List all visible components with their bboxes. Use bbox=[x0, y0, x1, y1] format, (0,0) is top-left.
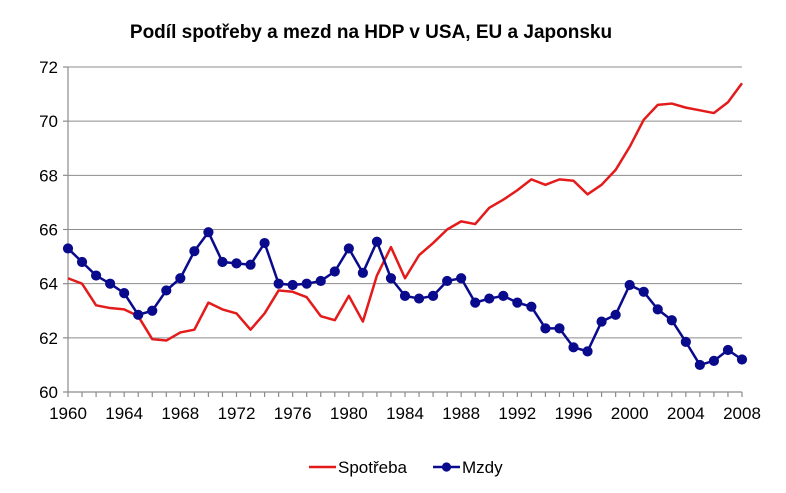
data-point bbox=[329, 266, 340, 277]
data-point bbox=[119, 288, 130, 299]
y-tick-label: 68 bbox=[39, 166, 58, 185]
data-point bbox=[427, 290, 439, 301]
data-point bbox=[568, 342, 579, 353]
data-point bbox=[301, 278, 312, 289]
x-tick-label: 1980 bbox=[330, 404, 368, 423]
data-point bbox=[287, 279, 298, 291]
data-point bbox=[442, 275, 453, 287]
y-tick-label: 64 bbox=[39, 275, 58, 294]
data-point bbox=[231, 258, 242, 269]
axes: 60 62 64 66 68 70 72 1960 1964 1968 1972 1976 1980 19… bbox=[39, 58, 761, 423]
data-point bbox=[512, 297, 523, 308]
x-tick-label: 1964 bbox=[105, 404, 143, 423]
data-point bbox=[722, 344, 734, 356]
data-point bbox=[259, 237, 270, 249]
x-tick-label: 1968 bbox=[161, 404, 199, 423]
series-layer bbox=[62, 82, 748, 371]
x-tick-label: 1972 bbox=[218, 404, 256, 423]
y-tick-label: 60 bbox=[39, 383, 58, 402]
x-tick-label: 1996 bbox=[555, 404, 593, 423]
data-point bbox=[610, 309, 621, 320]
gridlines bbox=[68, 66, 742, 339]
legend-item: Spotřeba bbox=[309, 458, 408, 477]
legend-item: Mzdy bbox=[433, 458, 503, 477]
data-point bbox=[357, 267, 368, 278]
legend-label: Spotřeba bbox=[338, 458, 408, 477]
data-point bbox=[399, 290, 411, 301]
series-line bbox=[67, 82, 744, 342]
x-tick-label: 1960 bbox=[49, 404, 87, 423]
data-point bbox=[175, 273, 186, 284]
series-mzdy bbox=[62, 227, 748, 371]
x-tick-label: 1988 bbox=[442, 404, 480, 423]
data-point bbox=[694, 359, 705, 371]
data-point bbox=[638, 286, 649, 297]
y-tick-label: 70 bbox=[39, 112, 58, 131]
series-spotreba bbox=[67, 82, 744, 342]
data-point bbox=[526, 301, 537, 312]
data-point bbox=[554, 323, 565, 334]
data-point bbox=[540, 323, 551, 334]
data-point bbox=[147, 305, 158, 316]
data-point bbox=[203, 227, 214, 238]
data-point bbox=[273, 278, 284, 289]
data-point bbox=[371, 236, 383, 247]
x-tick-label: 2000 bbox=[611, 404, 649, 423]
data-point bbox=[90, 270, 102, 281]
data-point bbox=[736, 354, 748, 365]
legend-marker bbox=[441, 462, 452, 472]
x-tick-label: 1976 bbox=[274, 404, 312, 423]
legend-label: Mzdy bbox=[462, 458, 503, 477]
data-point bbox=[498, 290, 509, 301]
data-point bbox=[217, 256, 228, 268]
y-tick-label: 66 bbox=[39, 221, 58, 240]
x-tick-label: 2008 bbox=[723, 404, 761, 423]
data-point bbox=[582, 346, 593, 357]
data-point bbox=[76, 256, 88, 268]
data-point bbox=[189, 246, 200, 257]
data-point bbox=[666, 315, 677, 326]
x-tick-label: 1984 bbox=[386, 404, 424, 423]
data-point bbox=[315, 275, 326, 287]
data-point bbox=[161, 285, 172, 296]
data-point bbox=[652, 304, 663, 315]
y-tick-label: 62 bbox=[39, 329, 58, 348]
data-point bbox=[62, 243, 74, 254]
data-point bbox=[708, 355, 720, 366]
data-point bbox=[484, 293, 495, 304]
data-point bbox=[470, 297, 481, 308]
data-point bbox=[385, 273, 397, 284]
data-point bbox=[413, 293, 425, 304]
data-point bbox=[245, 259, 256, 270]
x-tick-label: 1992 bbox=[498, 404, 536, 423]
data-point bbox=[596, 316, 607, 327]
data-point bbox=[624, 279, 635, 291]
data-point bbox=[105, 278, 116, 289]
y-tick-label: 72 bbox=[39, 58, 58, 77]
data-point bbox=[456, 273, 467, 284]
legend: Spotřeba Mzdy bbox=[309, 458, 503, 477]
data-point bbox=[133, 309, 144, 320]
data-point bbox=[343, 243, 354, 254]
chart-title: Podíl spotřeby a mezd na HDP v USA, EU a… bbox=[130, 22, 612, 43]
x-tick-label: 2004 bbox=[667, 404, 705, 423]
data-point bbox=[680, 336, 691, 347]
